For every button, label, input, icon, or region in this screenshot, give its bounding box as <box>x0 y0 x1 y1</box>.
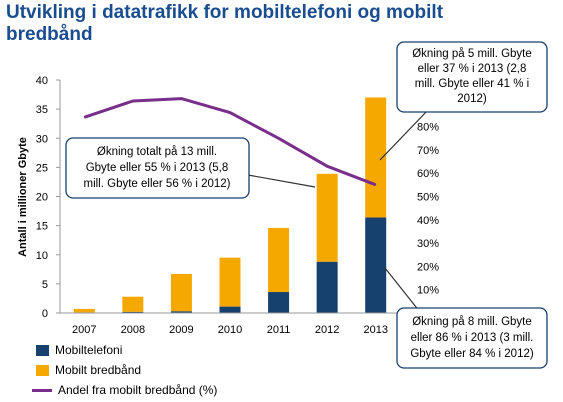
legend-item-mobiltelefoni: Mobiltelefoni <box>36 340 217 360</box>
x-tick-label: 2008 <box>121 324 145 336</box>
callout-bottom-right-line-2: eller 86 % i 2013 (3 mill. <box>411 332 534 344</box>
bar-mobilt-bredband-2008 <box>122 296 144 312</box>
point-andel-2007 <box>83 116 85 118</box>
y-tick-label: 10 <box>36 250 48 262</box>
legend-swatch-mobilt-bredband <box>36 364 49 376</box>
y2-tick-labels: 10% 20% 30% 40% 50% 60% 70% 80% <box>417 122 439 297</box>
callout-bottom-right-box <box>396 307 548 369</box>
bar-mobilt-bredband-2007 <box>73 308 95 313</box>
y-tick-label: 35 <box>36 104 48 116</box>
y-tick-label: 5 <box>42 279 48 291</box>
bar-mobilt-bredband-2011 <box>268 227 290 293</box>
y-tick-labels: 0 5 10 15 20 25 30 35 40 <box>36 75 60 320</box>
y2-tick-label: 10% <box>417 285 439 297</box>
x-tick-label: 2009 <box>169 324 193 336</box>
callout-middle-pointer <box>247 174 316 188</box>
callout-middle-line-1: Økning totalt på 13 mill. <box>97 146 217 158</box>
y-tick-label: 25 <box>36 162 48 174</box>
callout-top-right-box <box>396 41 548 113</box>
bar-mobiltelefoni-2011 <box>268 292 290 313</box>
x-tick-label: 2007 <box>72 324 96 336</box>
bar-mobilt-bredband-2009 <box>170 273 192 312</box>
point-andel-2010 <box>229 112 231 114</box>
point-andel-2011 <box>278 137 280 139</box>
legend-swatch-mobiltelefoni <box>36 344 49 356</box>
x-tick-labels: 2007 2008 2009 2010 2011 2012 2013 <box>72 324 388 336</box>
x-tick-label: 2012 <box>315 324 339 336</box>
legend-swatch-andel <box>32 388 52 392</box>
bar-mobiltelefoni-2010 <box>219 306 241 313</box>
callout-top-right-line-3: mill. Gbyte eller 41 % i <box>415 78 529 90</box>
callout-middle-box <box>65 137 250 199</box>
legend-label-mobilt-bredband: Mobilt bredbånd <box>55 363 142 377</box>
callout-top-right-pointer <box>379 109 429 161</box>
x-tick-label: 2013 <box>363 324 387 336</box>
point-andel-2012 <box>326 165 328 167</box>
bar-mobiltelefoni-2008 <box>122 311 144 313</box>
legend: Mobiltelefoni Mobilt bredbånd Andel fra … <box>32 340 218 400</box>
callout-bottom-right: Økning på 8 mill. Gbyte eller 86 % i 201… <box>384 267 548 369</box>
y2-tick-label: 70% <box>417 145 439 157</box>
callout-middle: Økning totalt på 13 mill. Gbyte eller 55… <box>65 137 316 199</box>
y-tick-label: 0 <box>42 308 48 320</box>
point-andel-2013 <box>375 184 377 186</box>
legend-label-mobiltelefoni: Mobiltelefoni <box>55 343 123 357</box>
legend-label-andel: Andel fra mobilt bredbånd (%) <box>58 383 218 397</box>
share-line-layer <box>83 97 377 187</box>
y2-tick-label: 20% <box>417 261 439 273</box>
bars-layer <box>73 97 387 313</box>
y-tick-label: 30 <box>36 133 48 145</box>
y2-tick-label: 60% <box>417 168 439 180</box>
bar-mobiltelefoni-2012 <box>316 261 338 313</box>
bar-mobilt-bredband-2012 <box>316 173 338 262</box>
callout-bottom-right-line-1: Økning på 8 mill. Gbyte <box>412 316 532 328</box>
callout-top-right-line-1: Økning på 5 mill. Gbyte <box>412 48 532 60</box>
slide-title: Utvikling i datatrafikk for mobiltelefon… <box>6 2 444 45</box>
point-andel-2008 <box>132 100 134 102</box>
bar-mobilt-bredband-2013 <box>365 97 387 218</box>
y2-tick-label: 50% <box>417 192 439 204</box>
callout-middle-line-2: Gbyte eller 55 % i 2013 (5,8 <box>86 162 229 174</box>
point-andel-2009 <box>180 98 182 100</box>
x-tick-label: 2010 <box>218 324 242 336</box>
callout-top-right-line-2: eller 37 % i 2013 (2,8 <box>418 63 527 75</box>
callout-bottom-right-pointer <box>384 267 421 313</box>
y-tick-label: 20 <box>36 192 48 204</box>
callout-top-right: Økning på 5 mill. Gbyte eller 37 % i 201… <box>379 41 548 161</box>
y-tick-label: 15 <box>36 221 48 233</box>
bar-mobilt-bredband-2010 <box>219 257 241 307</box>
callout-middle-line-3: mill. Gbyte eller 56 % i 2012) <box>83 178 230 190</box>
x-tick-label: 2011 <box>267 324 291 336</box>
legend-item-andel: Andel fra mobilt bredbånd (%) <box>32 380 218 400</box>
bar-mobiltelefoni-2009 <box>170 311 192 313</box>
legend-item-mobilt-bredband: Mobilt bredbånd <box>36 360 217 380</box>
callout-top-right-line-4: 2012) <box>457 93 487 105</box>
bar-mobiltelefoni-2013 <box>365 217 387 313</box>
y-tick-label: 40 <box>36 75 48 87</box>
y-axis-label: Antall i millioner Gbyte <box>17 137 29 257</box>
y2-tick-label: 40% <box>417 215 439 227</box>
callout-bottom-right-line-3: Gbyte eller 84 % i 2012) <box>410 348 534 360</box>
y2-tick-label: 80% <box>417 122 439 134</box>
y2-tick-label: 30% <box>417 238 439 250</box>
